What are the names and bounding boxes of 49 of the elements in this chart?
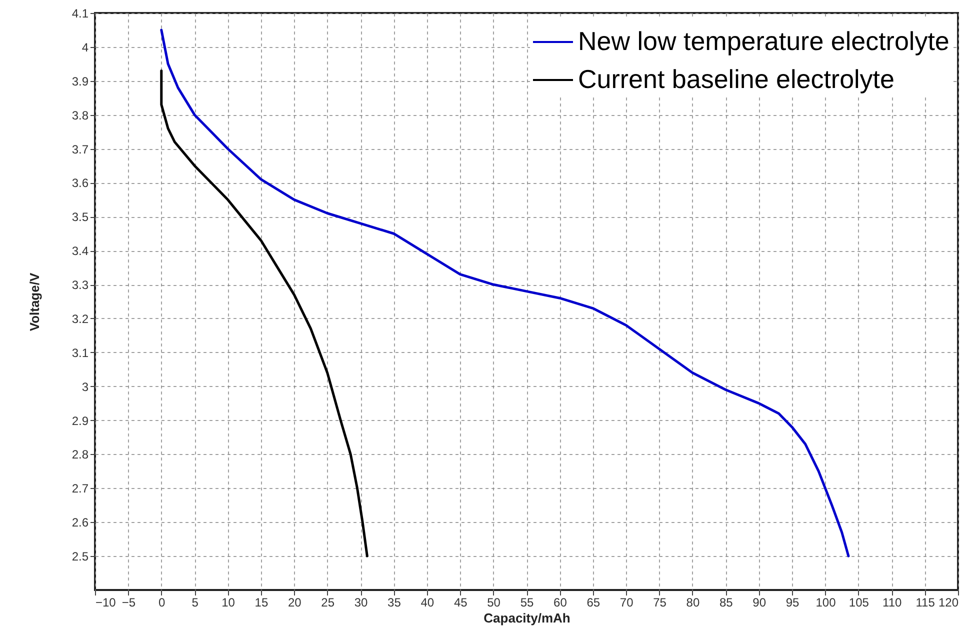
y-tick-label: 2.7 xyxy=(72,482,89,496)
x-tick-label: −5 xyxy=(122,596,136,610)
line-series xyxy=(160,69,368,558)
x-tick-label: 65 xyxy=(586,596,600,610)
y-tick-label: 2.8 xyxy=(72,448,89,462)
x-tick-label: 5 xyxy=(192,596,199,610)
x-tick-label: 90 xyxy=(752,596,766,610)
x-tick-label: 100 xyxy=(816,596,836,610)
legend-label: Current baseline electrolyte xyxy=(578,64,894,94)
x-tick-label: 70 xyxy=(620,596,634,610)
y-tick-label: 3.1 xyxy=(72,346,89,360)
y-tick-label: 3.5 xyxy=(72,210,89,224)
x-axis-title: Capacity/mAh xyxy=(484,610,570,626)
y-tick-label: 2.5 xyxy=(72,550,89,564)
x-tick-label: 10 xyxy=(222,596,236,610)
y-tick-label: 2.6 xyxy=(72,516,89,530)
x-tick-label: 50 xyxy=(487,596,501,610)
x-tick-label: 105 xyxy=(848,596,870,610)
y-tick-label: 4.1 xyxy=(72,6,89,20)
legend-label: New low temperature electrolyte xyxy=(578,26,950,56)
y-tick-label: 3.8 xyxy=(72,108,89,122)
x-tick-label: 15 xyxy=(254,596,268,610)
x-tick-label: 45 xyxy=(454,596,468,610)
y-tick-label: 3.6 xyxy=(72,176,89,190)
x-tick-label: 80 xyxy=(686,596,700,610)
x-tick-label: 115 xyxy=(916,596,936,610)
x-tick-label: 40 xyxy=(420,596,434,610)
x-tick-label: 55 xyxy=(520,596,534,610)
x-tick-label: 75 xyxy=(653,596,667,610)
x-tick-label: 35 xyxy=(388,596,402,610)
x-tick-label: 25 xyxy=(321,596,335,610)
x-tick-label: 95 xyxy=(786,596,800,610)
y-tick-label: 3.2 xyxy=(72,312,89,326)
y-tick-label: 3.4 xyxy=(72,244,89,258)
x-tick-label: 20 xyxy=(288,596,302,610)
y-tick-label: 2.9 xyxy=(72,414,89,428)
y-tick-label: 4 xyxy=(82,40,89,54)
x-tick-label: 0 xyxy=(158,596,166,610)
y-axis-title: Voltage/V xyxy=(26,272,42,332)
x-tick-label: 110 xyxy=(882,596,902,610)
y-tick-label: 3.7 xyxy=(72,142,89,156)
y-tick-label: 3.3 xyxy=(72,278,89,292)
y-tick-label: 3.9 xyxy=(72,74,89,88)
x-tick-label: 120 xyxy=(938,596,959,610)
x-tick-label: 30 xyxy=(354,596,368,610)
x-tick-label: −10 xyxy=(96,596,116,610)
y-tick-label: 3 xyxy=(82,380,89,394)
x-tick-label: 85 xyxy=(719,596,734,610)
x-tick-label: 60 xyxy=(554,596,568,610)
